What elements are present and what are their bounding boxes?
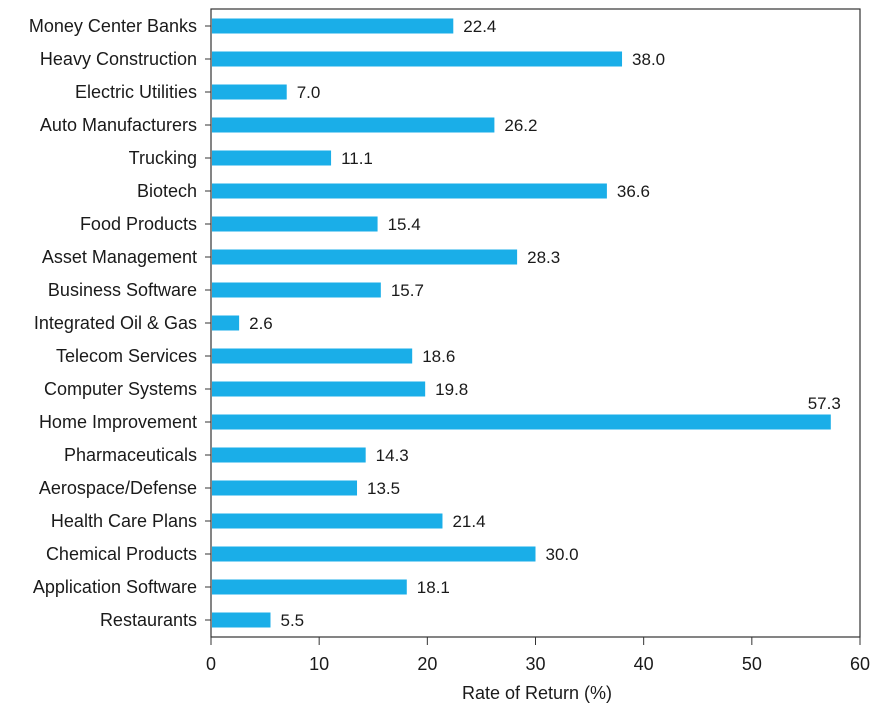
category-label: Business Software bbox=[48, 280, 197, 300]
category-label: Money Center Banks bbox=[29, 16, 197, 36]
value-label: 15.4 bbox=[388, 215, 421, 234]
x-tick-label: 0 bbox=[206, 654, 216, 674]
value-label: 57.3 bbox=[808, 394, 841, 413]
category-label: Computer Systems bbox=[44, 379, 197, 399]
category-label: Biotech bbox=[137, 181, 197, 201]
bar bbox=[212, 315, 240, 331]
bar bbox=[212, 447, 366, 463]
value-label: 14.3 bbox=[376, 446, 409, 465]
category-label: Electric Utilities bbox=[75, 82, 197, 102]
x-tick-label: 50 bbox=[742, 654, 762, 674]
value-label: 2.6 bbox=[249, 314, 273, 333]
bar bbox=[212, 513, 443, 529]
value-label: 18.1 bbox=[417, 578, 450, 597]
x-axis-title: Rate of Return (%) bbox=[462, 683, 612, 703]
category-label: Application Software bbox=[33, 577, 197, 597]
category-label: Food Products bbox=[80, 214, 197, 234]
bars bbox=[212, 18, 831, 628]
category-label: Home Improvement bbox=[39, 412, 197, 432]
category-labels: Money Center Banks Heavy Construction Elec… bbox=[29, 16, 211, 630]
x-tick-label: 30 bbox=[525, 654, 545, 674]
category-label: Health Care Plans bbox=[51, 511, 197, 531]
category-label: Telecom Services bbox=[56, 346, 197, 366]
value-label: 28.3 bbox=[527, 248, 560, 267]
value-label: 36.6 bbox=[617, 182, 650, 201]
bar bbox=[212, 183, 607, 199]
category-label: Restaurants bbox=[100, 610, 197, 630]
value-label: 21.4 bbox=[452, 512, 485, 531]
bar bbox=[212, 216, 378, 232]
category-label: Asset Management bbox=[42, 247, 197, 267]
value-label: 13.5 bbox=[367, 479, 400, 498]
value-label: 30.0 bbox=[546, 545, 579, 564]
bar bbox=[212, 282, 381, 298]
bar bbox=[212, 249, 518, 265]
value-label: 26.2 bbox=[504, 116, 537, 135]
value-label: 15.7 bbox=[391, 281, 424, 300]
category-label: Chemical Products bbox=[46, 544, 197, 564]
bar bbox=[212, 18, 454, 34]
category-label: Heavy Construction bbox=[40, 49, 197, 69]
value-label: 18.6 bbox=[422, 347, 455, 366]
category-label: Auto Manufacturers bbox=[40, 115, 197, 135]
bar bbox=[212, 381, 426, 397]
plot-frame bbox=[210, 8, 861, 638]
bar bbox=[212, 51, 623, 67]
bar bbox=[212, 414, 831, 430]
bar bbox=[212, 150, 332, 166]
bar bbox=[212, 579, 407, 595]
bar bbox=[212, 480, 358, 496]
x-tick-label: 40 bbox=[634, 654, 654, 674]
category-label: Trucking bbox=[129, 148, 197, 168]
value-label: 22.4 bbox=[463, 17, 496, 36]
x-tick-label: 10 bbox=[309, 654, 329, 674]
bar bbox=[212, 84, 287, 100]
bar bbox=[212, 117, 495, 133]
x-tick-label: 60 bbox=[850, 654, 870, 674]
value-label: 5.5 bbox=[280, 611, 304, 630]
value-labels: 22.4 38.0 7.0 26.2 11.1 36.6 15.4 28.3 15.7 2.6 18… bbox=[249, 17, 841, 630]
bar bbox=[212, 612, 271, 628]
value-label: 11.1 bbox=[341, 149, 373, 168]
value-label: 7.0 bbox=[297, 83, 321, 102]
bar bbox=[212, 546, 536, 562]
x-axis-ticks: 0 10 20 30 40 50 60 bbox=[206, 637, 870, 674]
value-label: 38.0 bbox=[632, 50, 665, 69]
value-label: 19.8 bbox=[435, 380, 468, 399]
bar bbox=[212, 348, 413, 364]
category-label: Pharmaceuticals bbox=[64, 445, 197, 465]
x-tick-label: 20 bbox=[417, 654, 437, 674]
category-label: Aerospace/Defense bbox=[39, 478, 197, 498]
category-label: Integrated Oil & Gas bbox=[34, 313, 197, 333]
